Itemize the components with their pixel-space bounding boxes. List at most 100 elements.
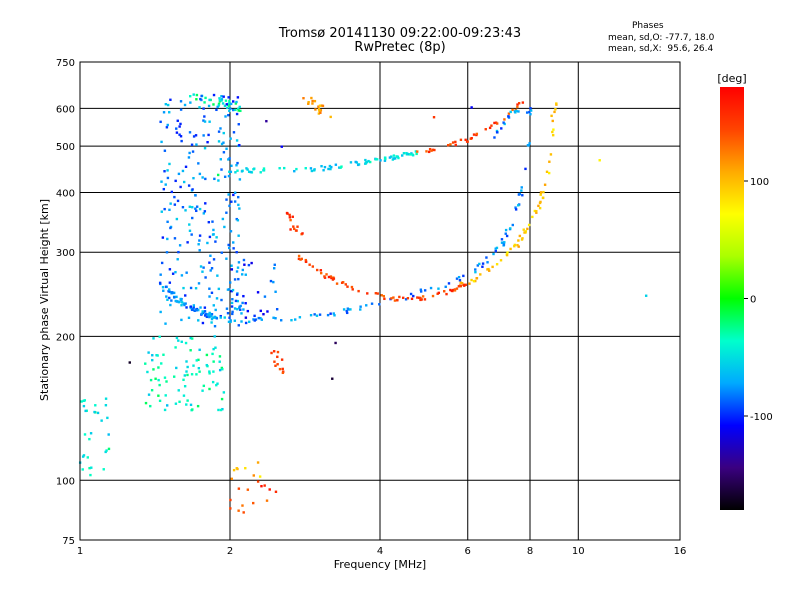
echo-point [228, 170, 231, 173]
echo-point [228, 204, 231, 208]
y-tick-label: 300 [56, 248, 75, 259]
echo-point [307, 102, 310, 105]
echo-point [104, 397, 108, 400]
echo-point [215, 317, 219, 320]
echo-point [470, 136, 473, 140]
echo-point [323, 275, 326, 278]
echo-point [404, 298, 408, 301]
echo-point [208, 387, 211, 391]
echo-point [380, 294, 383, 297]
echo-point [174, 402, 178, 405]
y-tick-label: 750 [56, 58, 75, 69]
echo-point [494, 250, 497, 253]
echo-point [194, 194, 197, 197]
echo-point [521, 101, 525, 104]
echo-point [308, 263, 311, 266]
echo-point [516, 243, 519, 247]
echo-point [233, 278, 237, 281]
echo-point [295, 229, 298, 232]
x-axis-label: Frequency [MHz] [334, 558, 426, 571]
echo-point [319, 109, 323, 112]
echo-point [445, 292, 448, 296]
echo-point [202, 107, 205, 110]
echo-point [177, 339, 180, 342]
echo-point [197, 366, 201, 370]
echo-point [454, 140, 457, 144]
echo-point [488, 269, 491, 272]
echo-point [212, 233, 215, 236]
echo-point [179, 100, 183, 103]
echo-point [252, 318, 255, 321]
echo-point [511, 108, 514, 112]
echo-point [365, 160, 369, 164]
echo-point [309, 167, 313, 170]
echo-point [194, 207, 197, 210]
echo-point [220, 397, 224, 401]
echo-point [191, 337, 194, 340]
echo-point [192, 135, 196, 138]
echo-point [319, 111, 322, 114]
echo-point [222, 95, 225, 98]
echo-point [182, 378, 185, 382]
echo-point [644, 294, 648, 297]
echo-point [159, 310, 162, 314]
echo-point [397, 156, 400, 160]
echo-point [327, 275, 331, 279]
echo-point [207, 133, 210, 137]
echo-point [232, 241, 235, 244]
echo-point [505, 253, 509, 257]
echo-point [102, 468, 105, 471]
echo-point [545, 170, 549, 173]
echo-point [161, 286, 165, 289]
echo-point [191, 205, 194, 209]
echo-point [310, 169, 314, 173]
echo-point [197, 308, 200, 312]
echo-point [185, 360, 188, 363]
echo-point [81, 455, 85, 458]
echo-point [232, 100, 235, 103]
echo-point [370, 302, 374, 305]
echo-point [235, 164, 238, 167]
echo-point [216, 382, 219, 385]
echo-point [201, 310, 204, 313]
echo-point [359, 308, 362, 311]
echo-point [415, 152, 418, 156]
echo-point [227, 320, 231, 324]
echo-point [220, 99, 223, 102]
echo-point [189, 305, 193, 308]
echo-point [425, 150, 428, 153]
colorbar-label: [deg] [717, 72, 746, 85]
echo-point [420, 298, 423, 301]
echo-point [176, 258, 179, 261]
echo-point [535, 210, 538, 213]
echo-point [317, 105, 320, 108]
echo-point [484, 128, 487, 131]
echo-point [296, 225, 299, 228]
echo-point [225, 103, 229, 106]
echo-point [222, 131, 225, 135]
echo-point [248, 320, 251, 324]
echo-point [96, 411, 100, 415]
echo-point [351, 288, 354, 291]
echo-point [168, 281, 172, 284]
echo-point [522, 228, 525, 231]
echo-point [174, 299, 177, 303]
echo-point [233, 191, 237, 194]
echo-point [177, 250, 180, 254]
echo-point [526, 227, 529, 231]
echo-point [335, 282, 339, 285]
echo-point [167, 288, 171, 291]
echo-point [238, 207, 241, 210]
echo-point [466, 140, 469, 143]
echo-point [416, 296, 419, 299]
echo-point [191, 308, 194, 312]
echo-point [226, 288, 230, 291]
echo-point [202, 134, 205, 137]
echo-point [518, 192, 521, 196]
echo-point [231, 312, 234, 316]
echo-point [198, 234, 202, 237]
echo-point [334, 341, 337, 345]
echo-point [486, 268, 489, 271]
echo-point [247, 263, 251, 267]
echo-point [428, 147, 432, 151]
